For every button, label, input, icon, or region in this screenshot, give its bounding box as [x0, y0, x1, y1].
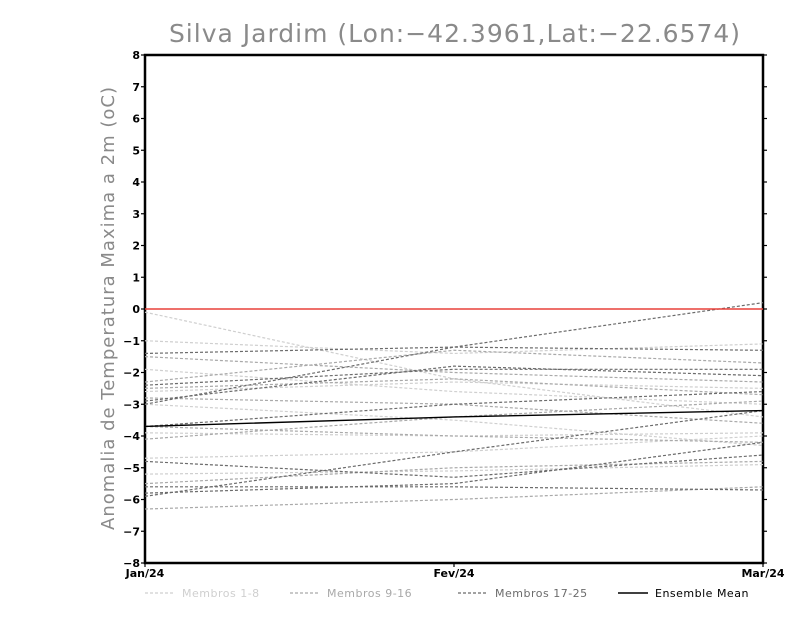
y-tick-label: 6	[132, 113, 140, 126]
series-line	[144, 311, 764, 418]
y-axis-label: Anomalia de Temperatura Maxima a 2m (oC)	[98, 86, 119, 530]
y-tick-label: 1	[132, 271, 140, 284]
series-line	[144, 346, 764, 355]
series-line	[144, 356, 764, 383]
series-1	[144, 349, 764, 510]
y-tick-label: 5	[132, 144, 140, 157]
x-axis-ticks: Jan/24 Fev/24 Mar/24	[125, 563, 785, 580]
y-tick-label: −5	[123, 462, 140, 475]
series-line	[144, 432, 764, 437]
legend: Membros 1-8 Membros 9-16 Membros 17-25 Ense…	[145, 587, 749, 600]
series-line	[144, 425, 764, 443]
x-tick-label: Mar/24	[741, 567, 784, 580]
series-line	[144, 400, 764, 440]
series-line	[144, 486, 764, 510]
x-tick-label: Jan/24	[125, 567, 165, 580]
legend-label: Ensemble Mean	[655, 587, 749, 600]
series-line	[144, 390, 764, 428]
y-tick-label: −3	[123, 398, 140, 411]
series-line	[144, 365, 764, 402]
series-line	[145, 486, 764, 491]
series-line	[144, 441, 764, 494]
series-line	[144, 368, 763, 386]
series-line	[144, 463, 764, 475]
legend-label: Membros 9-16	[327, 587, 412, 600]
series-line	[144, 454, 764, 478]
series-line	[144, 302, 764, 405]
series-3	[144, 409, 764, 428]
series-line	[144, 403, 764, 447]
y-tick-label: 2	[132, 240, 140, 253]
y-tick-label: 7	[132, 81, 140, 94]
series-line	[144, 409, 764, 428]
series-line	[144, 410, 764, 497]
y-tick-label: 8	[132, 49, 140, 62]
y-tick-label: −7	[123, 525, 140, 538]
series-line	[144, 368, 764, 405]
y-tick-label: 3	[132, 208, 140, 221]
series-line	[144, 397, 764, 424]
y-tick-label: −4	[123, 430, 140, 443]
y-tick-label: −8	[123, 557, 140, 570]
series-layer	[144, 302, 764, 510]
series-line	[144, 435, 764, 459]
y-tick-label: −6	[123, 494, 140, 507]
series-line	[144, 378, 764, 396]
y-axis-ticks: 8 7 6 5 4 3 2 1 0 −1 −2 −3 −4 −5 −6 −7 −8	[123, 49, 767, 570]
series-line	[144, 340, 764, 355]
series-line	[144, 349, 764, 383]
y-tick-label: −2	[123, 367, 140, 380]
series-2	[144, 302, 764, 497]
y-tick-label: 0	[132, 303, 140, 316]
y-tick-label: 4	[132, 176, 140, 189]
series-line	[144, 460, 764, 485]
chart-title: Silva Jardim (Lon:−42.3961,Lat:−22.6574)	[169, 19, 741, 48]
series-line	[144, 381, 764, 393]
y-tick-label: −1	[123, 335, 140, 348]
legend-label: Membros 17-25	[495, 587, 588, 600]
legend-label: Membros 1-8	[182, 587, 260, 600]
x-tick-label: Fev/24	[433, 567, 474, 580]
series-0	[144, 311, 764, 475]
